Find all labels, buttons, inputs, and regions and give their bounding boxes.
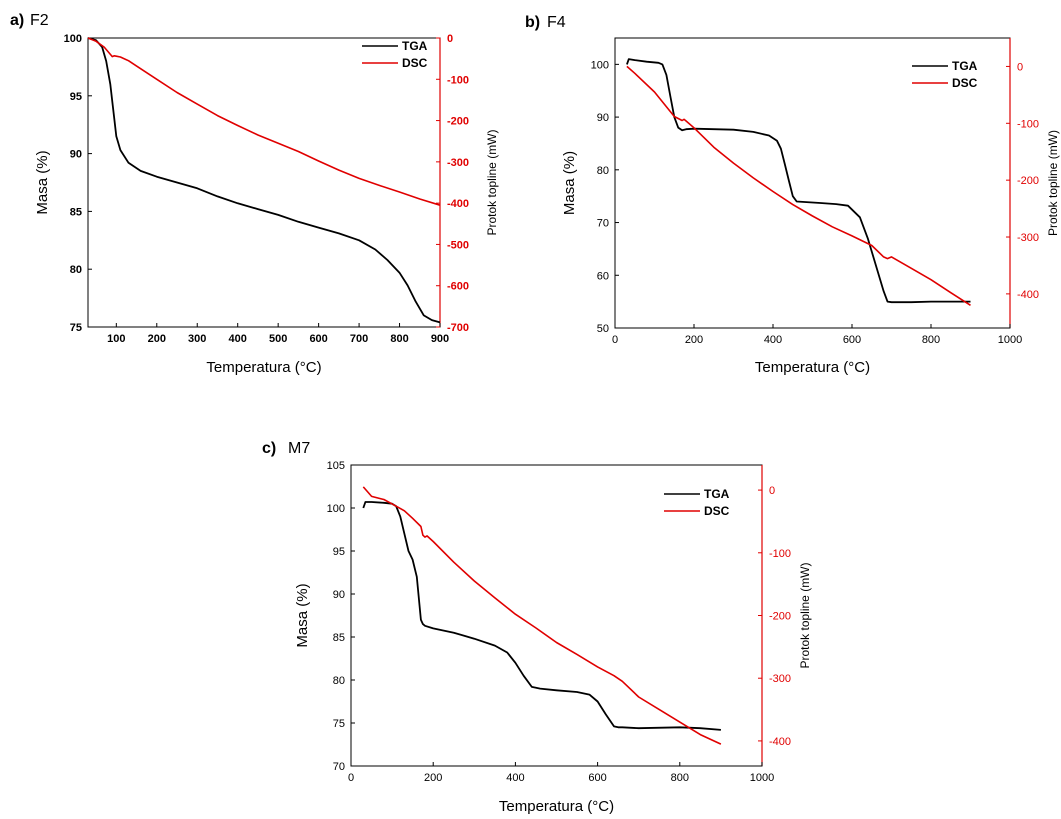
series-line-dsc xyxy=(626,65,971,306)
x-tick-label: 400 xyxy=(506,772,524,784)
series-line-tga xyxy=(626,58,971,304)
x-tick-label: 600 xyxy=(843,334,861,346)
plot-frame xyxy=(350,464,763,767)
y2-tick-label: -700 xyxy=(447,322,469,334)
x-axis-title: Temperatura (°C) xyxy=(755,359,870,376)
x-tick-label: 600 xyxy=(588,772,606,784)
y2-axis-title: Protok topline (mW) xyxy=(1046,130,1060,236)
x-tick-label: 200 xyxy=(424,772,442,784)
x-tick-label: 1000 xyxy=(750,772,774,784)
y-tick-label: 75 xyxy=(70,322,82,334)
y2-tick-label: -300 xyxy=(1017,232,1039,244)
y-tick-label: 95 xyxy=(333,546,345,558)
y-axis-title: Masa (%) xyxy=(34,150,51,214)
x-tick-label: 400 xyxy=(764,334,782,346)
chart-panel-M7: 0 200 400 600 800 1000 70 75 80 85 90 95 100 105 0 -100… xyxy=(262,440,812,815)
y2-tick-label: -300 xyxy=(447,157,469,169)
x-tick-label: 300 xyxy=(188,333,206,345)
panel-letter: b) xyxy=(525,14,540,31)
y-tick-label: 90 xyxy=(333,589,345,601)
x-tick-label: 0 xyxy=(612,334,618,346)
y2-tick-label: -100 xyxy=(1017,118,1039,130)
y-tick-label: 90 xyxy=(597,112,609,124)
y2-tick-label: 0 xyxy=(769,485,775,497)
y2-tick-label: -200 xyxy=(447,116,469,128)
x-tick-label: 900 xyxy=(431,333,449,345)
legend: TGA DSC xyxy=(664,487,730,518)
legend-label-tga: TGA xyxy=(952,59,978,73)
y2-tick-label: -400 xyxy=(447,198,469,210)
y-tick-label: 90 xyxy=(70,149,82,161)
series-line-tga xyxy=(362,501,721,731)
y-tick-label: 50 xyxy=(597,323,609,335)
x-tick-label: 800 xyxy=(390,333,408,345)
y2-tick-label: -200 xyxy=(769,611,791,623)
y-tick-label: 100 xyxy=(591,59,609,71)
x-tick-label: 400 xyxy=(229,333,247,345)
legend-label-dsc: DSC xyxy=(402,56,428,70)
y2-tick-label: -100 xyxy=(769,548,791,560)
series-line-tga xyxy=(87,37,441,324)
legend-label-tga: TGA xyxy=(402,39,428,53)
series-line-dsc xyxy=(87,37,441,206)
y-tick-label: 85 xyxy=(333,632,345,644)
legend-label-dsc: DSC xyxy=(704,504,730,518)
legend: TGA DSC xyxy=(912,59,978,90)
x-tick-label: 0 xyxy=(348,772,354,784)
y-tick-label: 80 xyxy=(597,165,609,177)
chart-panel-F2: 100 200 300 400 500 600 700 800 900 75 80 85 90 95 100… xyxy=(10,12,499,376)
x-tick-label: 700 xyxy=(350,333,368,345)
y2-tick-label: 0 xyxy=(1017,61,1023,73)
legend: TGA DSC xyxy=(362,39,428,70)
x-tick-label: 100 xyxy=(107,333,125,345)
y2-tick-label: -200 xyxy=(1017,175,1039,187)
x-tick-label: 1000 xyxy=(998,334,1022,346)
y2-tick-label: -300 xyxy=(769,673,791,685)
x-tick-label: 800 xyxy=(922,334,940,346)
y2-tick-label: -400 xyxy=(769,736,791,748)
y-tick-label: 70 xyxy=(597,218,609,230)
y2-tick-label: -600 xyxy=(447,281,469,293)
y2-axis-title: Protok topline (mW) xyxy=(485,129,499,235)
y-tick-label: 75 xyxy=(333,718,345,730)
plot-frame xyxy=(87,37,441,328)
series-line-dsc xyxy=(362,486,722,745)
x-axis-title: Temperatura (°C) xyxy=(499,798,614,815)
y-axis-title: Masa (%) xyxy=(561,151,578,215)
y2-tick-label: -500 xyxy=(447,239,469,251)
y-tick-label: 95 xyxy=(70,91,82,103)
x-tick-label: 200 xyxy=(685,334,703,346)
y-tick-label: 60 xyxy=(597,270,609,282)
x-tick-label: 200 xyxy=(148,333,166,345)
legend-label-dsc: DSC xyxy=(952,76,978,90)
y-tick-label: 80 xyxy=(70,264,82,276)
y2-tick-label: 0 xyxy=(447,33,453,45)
y-tick-label: 100 xyxy=(327,503,345,515)
y-tick-label: 105 xyxy=(327,460,345,472)
y2-axis-title: Protok topline (mW) xyxy=(798,562,812,668)
x-tick-label: 800 xyxy=(671,772,689,784)
panel-name: F4 xyxy=(547,14,566,31)
legend-label-tga: TGA xyxy=(704,487,730,501)
y-axis-title: Masa (%) xyxy=(294,583,311,647)
y-tick-label: 70 xyxy=(333,761,345,773)
y-tick-label: 100 xyxy=(64,33,82,45)
y2-tick-label: -400 xyxy=(1017,289,1039,301)
x-axis-title: Temperatura (°C) xyxy=(206,359,321,376)
y-tick-label: 85 xyxy=(70,206,82,218)
panel-letter: a) xyxy=(10,12,24,29)
panel-letter: c) xyxy=(262,440,276,457)
x-tick-label: 600 xyxy=(309,333,327,345)
plot-frame xyxy=(614,37,1011,329)
y-tick-label: 80 xyxy=(333,675,345,687)
panel-name: M7 xyxy=(288,440,310,457)
panel-name: F2 xyxy=(30,12,49,29)
y2-tick-label: -100 xyxy=(447,74,469,86)
x-tick-label: 500 xyxy=(269,333,287,345)
